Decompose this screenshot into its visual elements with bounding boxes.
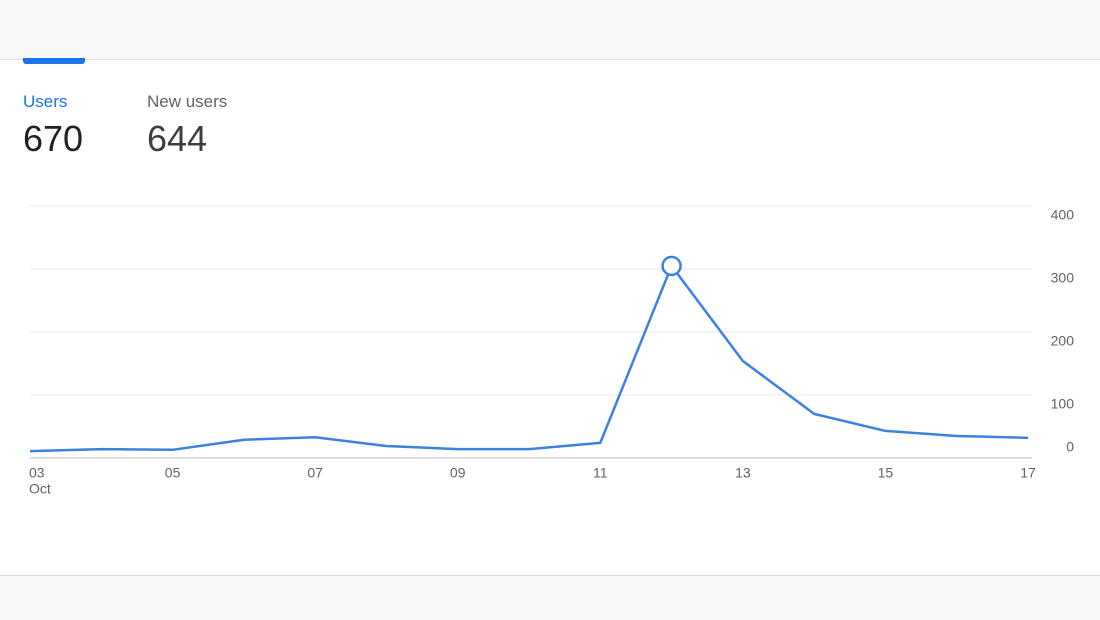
x-tick-label: 13 (735, 465, 751, 481)
y-tick-label: 0 (1066, 439, 1074, 455)
highlight-point (661, 255, 682, 277)
metric-users[interactable]: Users 670 (23, 92, 83, 160)
metric-label: New users (147, 92, 228, 111)
metric-label: Users (23, 92, 68, 111)
x-tick-label: 17 (1020, 465, 1036, 481)
x-tick-label: 07 (307, 465, 323, 481)
x-tick-label: 11 (593, 465, 608, 481)
tab-indicator (23, 58, 85, 64)
y-tick-label: 100 (1051, 396, 1075, 412)
y-tick-label: 400 (1051, 207, 1075, 223)
y-tick-label: 300 (1051, 270, 1075, 286)
y-tick-label: 200 (1051, 333, 1075, 349)
metric-value: 644 (147, 118, 208, 159)
metric-value: 670 (23, 118, 84, 159)
x-tick-label: 03 (29, 465, 45, 481)
x-tick-label: 05 (165, 465, 181, 481)
series-line (29, 264, 1029, 453)
top-bar (0, 0, 1100, 60)
x-tick-label: 15 (878, 465, 894, 481)
x-sublabel: Oct (29, 481, 51, 497)
bottom-bar (0, 575, 1100, 620)
chart: 0 100 200 300 400 03 05 07 09 11 13 15 17 Oct (29, 205, 1075, 497)
metric-new-users[interactable]: New users 644 (147, 92, 227, 160)
x-tick-label: 09 (450, 465, 466, 481)
